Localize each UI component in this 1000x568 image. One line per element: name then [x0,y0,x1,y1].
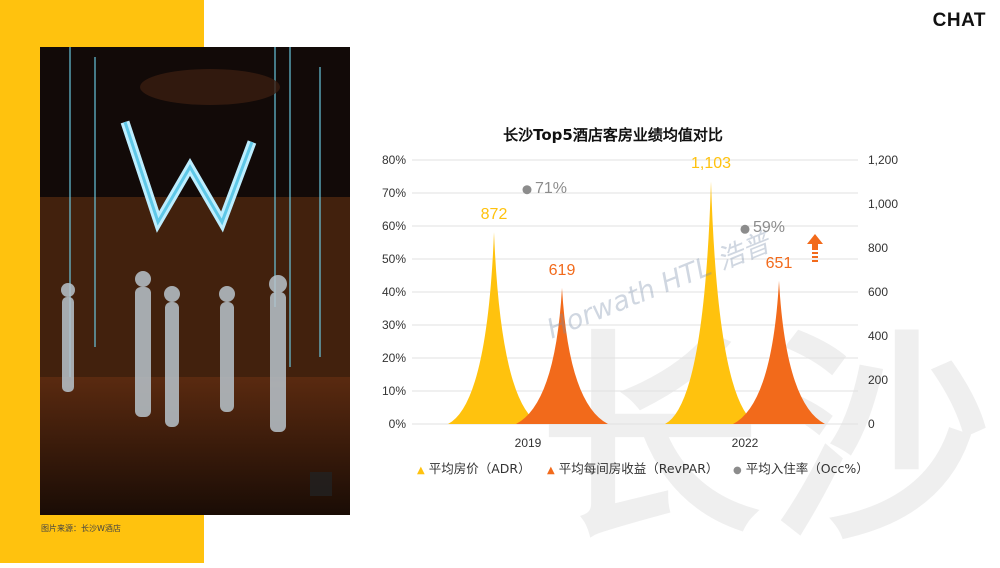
y-left-tick-40: 40% [381,285,406,299]
y-right-tick-1000: 1,000 [868,197,899,211]
adr-2019-label: 872 [480,206,508,224]
y-right-tick-1200: 1,200 [868,153,899,167]
y-left-tick-50: 50% [381,252,406,266]
y-left-tick-70: 70% [381,186,406,200]
revpar-spike-2022 [733,280,825,424]
up-arrow-icon [807,234,823,262]
revpar-spike-2019 [516,287,608,424]
adr-2022-label: 1,103 [690,155,732,173]
occ-2022-label: 59% [753,219,786,237]
y-right-tick-200: 200 [868,373,889,387]
y-right-tick-400: 400 [868,329,889,343]
hotel-photo-illustration [40,47,350,515]
y-left-tick-0: 0% [388,417,406,431]
chart-marks [448,181,825,424]
y-left-tick-10: 10% [381,384,406,398]
occ-point-2022 [740,224,750,234]
y-left-tick-20: 20% [381,351,406,365]
legend-label-adr: 平均房价（ADR） [428,461,531,476]
photo-caption: 图片来源：长沙W酒店 [41,524,121,533]
category-2019: 2019 [514,436,542,450]
category-2022: 2022 [731,436,759,450]
occ-point-2019 [522,185,532,195]
y-left-tick-60: 60% [381,219,406,233]
background-glyph-sha: 沙 [770,312,991,568]
adr-spike-2019 [448,232,540,424]
legend-triangle-icon: ▲ [417,465,425,476]
brand-logo: CHAT [932,10,986,31]
y-right-tick-800: 800 [868,241,889,255]
chart-title: 长沙Top5酒店客房业绩均值对比 [503,126,723,144]
hotel-photo [40,47,350,515]
y-left-tick-80: 80% [381,153,406,167]
legend-item-adr: ▲ 平均房价（ADR） [417,458,531,477]
legend-label-revpar: 平均每间房收益（RevPAR） [558,461,719,476]
legend-item-revpar: ▲ 平均每间房收益（RevPAR） [547,458,718,477]
occ-2019-label: 71% [535,179,568,197]
legend-triangle-icon: ▲ [547,465,555,476]
legend-dot-icon: ● [733,465,742,476]
y-right-tick-0: 0 [868,417,875,431]
legend-item-occ: ● 平均入住率（Occ%） [733,458,869,477]
revpar-2019-label: 619 [548,261,576,279]
legend-label-occ: 平均入住率（Occ%） [745,461,869,476]
y-left-tick-30: 30% [381,318,406,332]
y-right-tick-600: 600 [868,285,889,299]
revpar-2022-label: 651 [765,254,793,272]
adr-spike-2022 [665,181,757,424]
